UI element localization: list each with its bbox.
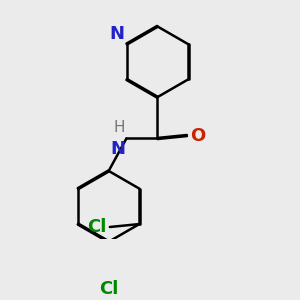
Text: H: H (113, 120, 125, 135)
Text: O: O (190, 127, 205, 145)
Text: N: N (110, 25, 124, 43)
Text: N: N (110, 140, 125, 158)
Text: Cl: Cl (99, 280, 118, 298)
Text: Cl: Cl (88, 218, 107, 236)
